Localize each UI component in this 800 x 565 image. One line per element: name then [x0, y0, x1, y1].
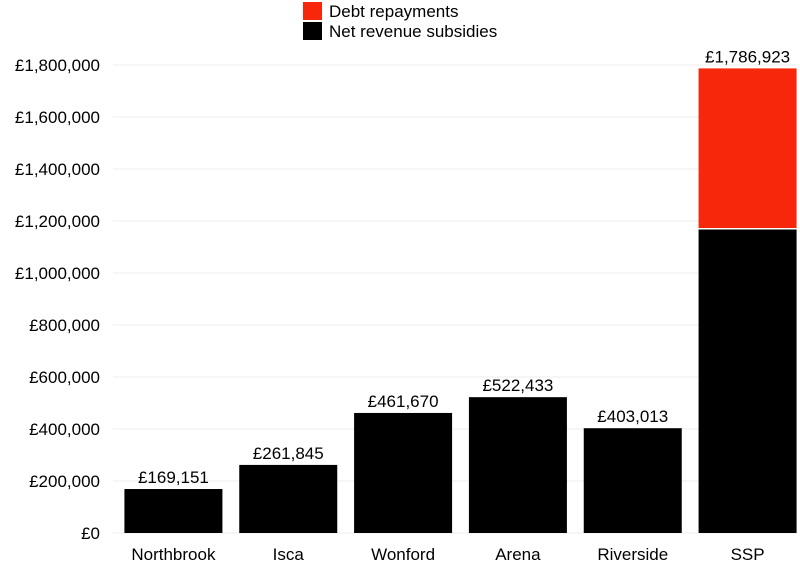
- bar-isca-series-0: [239, 464, 338, 533]
- y-tick-label-8: £1,600,000: [15, 108, 100, 127]
- bars: [124, 68, 797, 534]
- data-label-isca: £261,845: [253, 444, 324, 463]
- data-label-northbrook: £169,151: [138, 468, 209, 487]
- bar-arena-series-0: [468, 397, 567, 533]
- x-tick-label-ssp: SSP: [731, 545, 765, 564]
- bar-ssp-series-1: [698, 68, 797, 229]
- x-tick-label-isca: Isca: [273, 545, 305, 564]
- y-tick-label-1: £200,000: [29, 472, 100, 491]
- bar-northbrook-series-0: [124, 489, 223, 533]
- legend-label-0: Debt repayments: [329, 2, 458, 21]
- y-tick-label-5: £1,000,000: [15, 264, 100, 283]
- y-tick-label-9: £1,800,000: [15, 56, 100, 75]
- y-tick-label-6: £1,200,000: [15, 212, 100, 231]
- y-tick-label-2: £400,000: [29, 420, 100, 439]
- x-tick-label-wonford: Wonford: [371, 545, 435, 564]
- y-tick-label-3: £600,000: [29, 368, 100, 387]
- x-tick-label-northbrook: Northbrook: [131, 545, 216, 564]
- bar-riverside-series-0: [583, 428, 682, 533]
- legend-swatch-0: [303, 2, 322, 20]
- bar-wonford-series-0: [354, 412, 453, 533]
- x-tick-label-riverside: Riverside: [597, 545, 668, 564]
- gridlines: [113, 64, 796, 534]
- data-labels: £169,151 £261,845 £461,670 £522,433 £403,013…: [138, 47, 790, 487]
- y-tick-label-0: £0: [81, 524, 100, 543]
- legend-swatch-1: [303, 22, 322, 40]
- y-axis: £0 £200,000 £400,000 £600,000 £800,000 £1,000…: [15, 56, 100, 543]
- data-label-ssp: £1,786,923: [705, 47, 790, 66]
- bar-ssp-series-0: [698, 228, 797, 534]
- data-label-wonford: £461,670: [368, 392, 439, 411]
- x-axis: Northbrook Isca Wonford Arena Riverside SSP: [131, 545, 764, 564]
- legend-label-1: Net revenue subsidies: [329, 22, 497, 41]
- data-label-arena: £522,433: [482, 376, 553, 395]
- data-label-riverside: £403,013: [597, 407, 668, 426]
- y-tick-label-4: £800,000: [29, 316, 100, 335]
- y-tick-label-7: £1,400,000: [15, 160, 100, 179]
- x-tick-label-arena: Arena: [495, 545, 541, 564]
